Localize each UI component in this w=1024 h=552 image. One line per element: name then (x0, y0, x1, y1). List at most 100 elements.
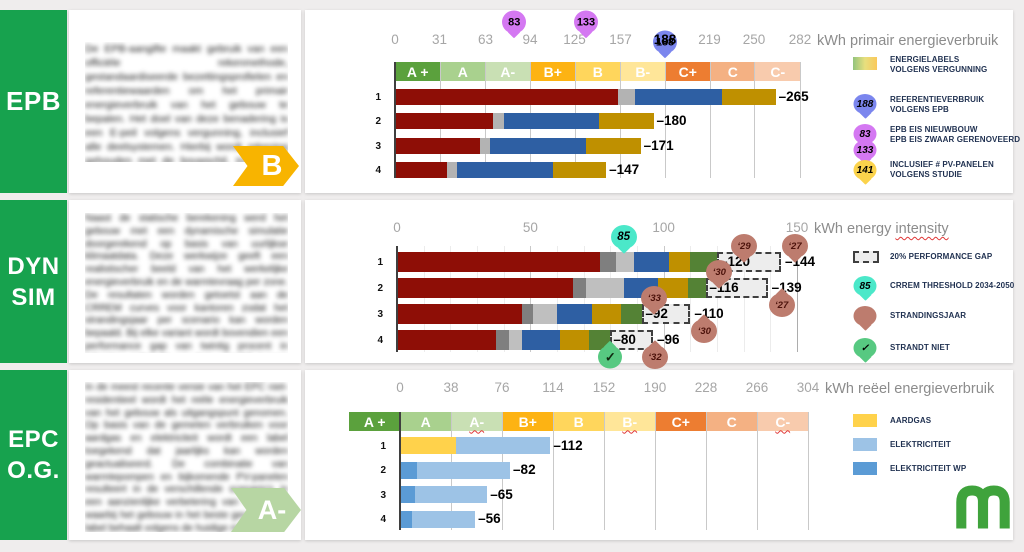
gridline-minor (583, 246, 585, 352)
section-label-epc-og: EPC O.G. (0, 370, 67, 540)
bar-value-label: –56 (478, 511, 501, 527)
gridline (603, 412, 605, 530)
bar-category-label: 2 (375, 116, 381, 128)
axis-zero-line (399, 412, 401, 530)
performance-gap-box (610, 330, 653, 350)
gap-value-label: –96 (657, 332, 680, 347)
marker-pin: 85 (610, 225, 637, 249)
axis-unit-label: kWh primair energieverbruik (817, 33, 999, 49)
marker-pin: 83 (502, 10, 527, 34)
bar-category-label: 3 (377, 309, 383, 320)
legend-gradient-swatch (853, 57, 877, 70)
legend-pin: ✓ (853, 338, 877, 358)
marker-pin: ‘27 (768, 293, 795, 317)
axis-tick: 50 (522, 220, 538, 235)
energy-band-cell: A + (349, 412, 401, 431)
bar-segment-darkgray (522, 304, 533, 324)
section-label-text: SIM (11, 283, 56, 311)
gridline (754, 62, 756, 178)
bar-value-label: –180 (656, 113, 687, 129)
bar-segment-elektriciteit_wp (400, 510, 413, 528)
bar-category-label: 1 (380, 440, 386, 452)
gridline-minor (503, 246, 505, 352)
legend-color-swatch (853, 414, 877, 427)
bar-segment-lightgray (533, 304, 557, 324)
bar-segment-maroon (395, 137, 480, 154)
bar-segment-lightgray (509, 330, 523, 350)
bar-category-label: 1 (375, 92, 381, 103)
energy-band-cell: B- (620, 62, 666, 81)
strandt-niet-pin: ✓ (598, 345, 623, 369)
bar-segment-gray (479, 137, 490, 154)
legend-label: 20% PERFORMANCE GAP (890, 252, 993, 261)
marker-pin: ‘32 (642, 345, 668, 369)
bar-category-label: 3 (375, 140, 381, 152)
axis-tick: 219 (698, 32, 721, 47)
epb-chart: A + A A- B+ B B- C+ C C- 0 31 63 94 125 157 188 219 250 28… (305, 10, 1020, 193)
legend-pin: 85 (853, 276, 877, 296)
energy-band-cell: A (400, 412, 452, 431)
bar-segment-gold (552, 162, 607, 179)
axis-tick: 76 (494, 380, 510, 395)
bar-segment-maroon (397, 330, 496, 350)
bar-segment-blue (522, 330, 560, 350)
bar-segment-gold (669, 252, 691, 272)
bar-segment-gray (617, 89, 635, 105)
bar-segment-elektriciteit_wp (400, 486, 415, 504)
bar-value-label: –265 (778, 89, 809, 104)
axis-tick: 228 (694, 380, 718, 395)
bar-category-label: 3 (380, 489, 386, 501)
bar-segment-maroon (395, 162, 447, 179)
axis-zero-line (396, 246, 398, 352)
gridline-minor (557, 246, 558, 352)
bar-segment-maroon (397, 278, 573, 298)
redacted-paragraph: De EPB-aangifte maakt gebruik van een of… (85, 43, 288, 162)
marker-pin: ‘27 (782, 234, 808, 258)
gridline-minor (450, 246, 452, 352)
bar-value-label: –65 (490, 486, 513, 502)
bar-segment-lightgray (615, 252, 635, 272)
energy-band-cell: C+ (665, 62, 711, 81)
gridline-minor (717, 246, 718, 352)
bar-segment-elektriciteit_wp (400, 461, 418, 479)
energy-band-cell: C- (755, 62, 801, 81)
legend-color-swatch (853, 462, 877, 475)
energy-band-cell: A- (485, 62, 531, 81)
bar-segment-blue (456, 162, 553, 179)
gridline (552, 412, 554, 530)
text-card-epb: De EPB-aangifte maakt gebruik van een of… (69, 10, 301, 193)
bar-segment-gold (559, 330, 589, 350)
bar-segment-maroon (397, 252, 600, 272)
axis-tick: 266 (745, 380, 769, 395)
section-label-dyn-sim: DYN SIM (0, 200, 67, 363)
bar-segment-elektriciteit (414, 486, 488, 504)
gridline (705, 412, 707, 530)
gridline (797, 246, 798, 352)
axis-tick: 0 (396, 380, 404, 395)
text-card-dyn-sim: Naast de statische berekening werd het g… (69, 200, 301, 363)
energy-band-cell: B+ (501, 412, 554, 431)
gridline-minor (610, 246, 612, 352)
bar-value-label: –171 (643, 137, 674, 153)
legend-color-swatch (853, 438, 877, 451)
legend-label: ENERGIELABELS VOLGENS VERGUNNING (890, 55, 988, 74)
bar-segment-darkgray (599, 252, 616, 272)
redacted-paragraph: In de meest recente versie van het EPC n… (85, 382, 288, 532)
energy-band-cell: B- (603, 412, 656, 431)
bar-segment-darkgray (573, 278, 587, 298)
axis-unit-label: kWh energy intensity (814, 221, 949, 237)
gridline (807, 412, 809, 530)
legend-pin: 141 (853, 160, 877, 180)
text-card-epc-og: In de meest recente versie van het EPC n… (69, 370, 301, 540)
gridline (530, 246, 532, 352)
gridline-minor (637, 246, 638, 352)
axis-zero-line (394, 62, 396, 178)
energy-band-cell: C (710, 62, 756, 81)
energy-band-cell: B (552, 412, 605, 431)
gridline-minor (743, 246, 745, 352)
bar-segment-elektriciteit (417, 461, 511, 479)
bar-segment-blue (557, 304, 592, 324)
bar-segment-gray (446, 162, 457, 179)
section-label-text: O.G. (7, 457, 60, 484)
